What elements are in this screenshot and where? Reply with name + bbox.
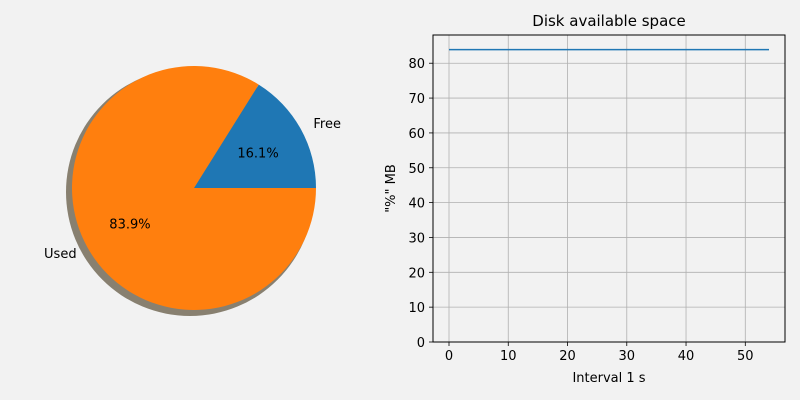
- x-tick-label: 10: [500, 349, 517, 364]
- y-tick-label: 20: [408, 266, 425, 281]
- y-tick-label: 30: [408, 231, 425, 246]
- pie-pct-free: 16.1%: [237, 147, 278, 162]
- y-tick-label: 50: [408, 162, 425, 177]
- x-axis-ticks: 0 10 20 30 40 50: [445, 342, 754, 364]
- line-chart: 0 10 20 30 40 50 0 10 20 30 40 50 60 70 80 Disk avail…: [384, 12, 786, 386]
- line-chart-plot-area: [433, 35, 785, 342]
- x-tick-label: 30: [619, 349, 636, 364]
- line-chart-axes-frame: [432, 34, 786, 343]
- y-tick-label: 10: [408, 301, 425, 316]
- y-tick-label: 40: [408, 197, 425, 212]
- x-tick-label: 50: [737, 349, 754, 364]
- pie-slice-free: [194, 84, 316, 188]
- y-tick-label: 70: [408, 92, 425, 107]
- x-axis-label: Interval 1 s: [572, 371, 645, 386]
- y-tick-label: 60: [408, 127, 425, 142]
- x-tick-label: 20: [559, 349, 576, 364]
- y-axis-label: "%" MB: [384, 164, 399, 213]
- x-tick-label: 0: [445, 349, 453, 364]
- x-tick-label: 40: [678, 349, 695, 364]
- pie-pct-used: 83.9%: [109, 217, 150, 232]
- y-axis-ticks: 0 10 20 30 40 50 60 70 80: [408, 57, 433, 351]
- pie-slice-used: [71, 66, 316, 310]
- pie-label-used: Used: [44, 247, 77, 262]
- y-tick-label: 0: [417, 336, 425, 351]
- y-tick-label: 80: [408, 57, 425, 72]
- pie-chart: Free Used 16.1% 83.9%: [44, 66, 341, 316]
- chart-title: Disk available space: [532, 12, 685, 30]
- pie-slices: [66, 66, 316, 316]
- pie-label-free: Free: [313, 117, 341, 132]
